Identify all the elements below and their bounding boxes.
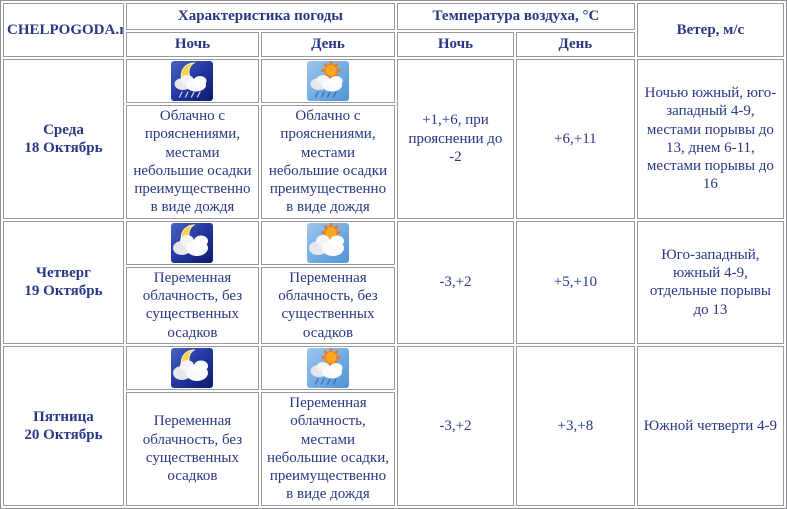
moon-clouds-icon <box>171 348 213 388</box>
temp-day: +5,+10 <box>515 220 635 344</box>
forecast-row-thursday: Четверг 19 Октябрь -3,+2 +5,+10 Юго-запа… <box>3 220 784 344</box>
day-label: Среда 18 Октябрь <box>3 59 124 219</box>
day-date: 19 Октябрь <box>24 283 103 300</box>
day-name: Четверг <box>35 265 91 282</box>
header-temp-night: Ночь <box>397 32 514 57</box>
header-wind: Ветер, м/с <box>636 3 784 57</box>
temp-day: +3,+8 <box>515 345 635 506</box>
wind-forecast: Юго-западный, южный 4-9, отдельные порыв… <box>636 220 784 344</box>
day-date: 20 Октябрь <box>24 426 103 443</box>
forecast-row-friday: Пятница 20 Октябрь -3,+2 +3,+8 Южной чет… <box>3 345 784 506</box>
header-weather-night: Ночь <box>125 32 259 57</box>
night-weather-icon-cell <box>125 345 259 390</box>
day-weather-icon-cell <box>260 220 395 265</box>
day-name: Пятница <box>33 408 94 425</box>
site-logo[interactable]: CHELPOGODA.ru <box>3 3 124 57</box>
temp-night: +1,+6, при прояснении до -2 <box>397 59 514 219</box>
day-weather-desc: Переменная облачность, местами небольшие… <box>260 391 395 506</box>
day-date: 18 Октябрь <box>24 139 103 156</box>
day-weather-desc: Переменная облачность, без существенных … <box>260 266 395 344</box>
night-weather-desc: Переменная облачность, без существенных … <box>125 266 259 344</box>
sun-rain-icon <box>307 348 349 388</box>
moon-rain-icon <box>171 61 213 101</box>
sun-rain-icon <box>307 61 349 101</box>
night-weather-icon-cell <box>125 220 259 265</box>
sun-clouds-icon <box>307 223 349 263</box>
day-label: Пятница 20 Октябрь <box>3 345 124 506</box>
moon-clouds-icon <box>171 223 213 263</box>
day-weather-icon-cell <box>260 345 395 390</box>
temp-night: -3,+2 <box>397 220 514 344</box>
temp-day: +6,+11 <box>515 59 635 219</box>
night-weather-desc: Переменная облачность, без существенных … <box>125 391 259 506</box>
header-temp-day: День <box>515 32 635 57</box>
wind-forecast: Южной четверти 4-9 <box>636 345 784 506</box>
header-weather: Характеристика погоды <box>125 3 395 30</box>
forecast-row-wednesday: Среда 18 Октябрь +1,+6, при прояснении д… <box>3 59 784 219</box>
night-weather-icon-cell <box>125 59 259 103</box>
temp-night: -3,+2 <box>397 345 514 506</box>
header-weather-day: День <box>260 32 395 57</box>
day-weather-desc: Облачно с прояснениями, местами небольши… <box>260 105 395 219</box>
wind-forecast: Ночью южный, юго-западный 4-9, местами п… <box>636 59 784 219</box>
header-temperature: Температура воздуха, °С <box>397 3 635 30</box>
day-label: Четверг 19 Октябрь <box>3 220 124 344</box>
day-weather-icon-cell <box>260 59 395 103</box>
day-name: Среда <box>43 121 84 138</box>
night-weather-desc: Облачно с прояснениями, местами небольши… <box>125 105 259 219</box>
